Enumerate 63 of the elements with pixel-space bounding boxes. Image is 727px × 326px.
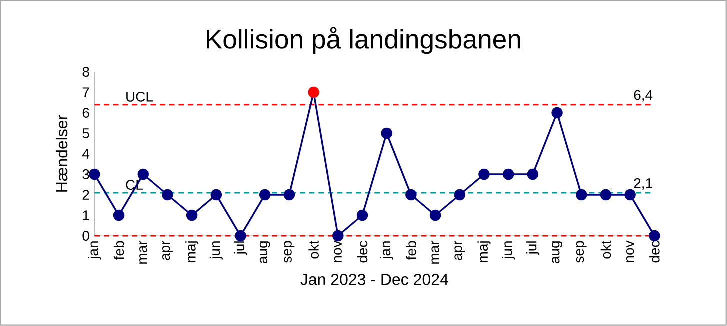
- point: [89, 168, 100, 180]
- point: [162, 189, 174, 201]
- point: [381, 128, 392, 140]
- point: [406, 189, 417, 201]
- point: [235, 230, 246, 242]
- point: [624, 189, 636, 201]
- x-tick-label: jun: [210, 242, 223, 260]
- x-tick-label: dec: [357, 241, 368, 263]
- point: [527, 168, 539, 180]
- y-tick-label: 6: [82, 108, 90, 118]
- y-tick-label: 1: [83, 210, 90, 220]
- point: [356, 210, 368, 222]
- y-tick-label: 5: [82, 128, 90, 138]
- x-tick-label: jan: [380, 242, 394, 260]
- point: [576, 189, 588, 201]
- x-tick-label: apr: [162, 240, 173, 260]
- x-tick-label: sep: [284, 241, 295, 263]
- x-axis-title: Jan 2023 - Dec 2024: [300, 274, 448, 286]
- x-tick-label: dec: [650, 241, 660, 263]
- x-tick-label: nov: [626, 240, 634, 262]
- annotation: 2,1: [634, 178, 652, 190]
- point: [210, 189, 222, 201]
- point: [138, 168, 149, 180]
- x-tick-label: sep: [576, 241, 587, 263]
- y-axis-title: Hændelser: [56, 115, 68, 192]
- x-tick-label: okt: [308, 240, 319, 259]
- x-tick-label: okt: [600, 240, 612, 259]
- x-tick-label: jan: [88, 242, 102, 260]
- chart-title: Kollision på landingsbanen: [207, 27, 520, 54]
- ref-line-label: UCL: [126, 92, 154, 102]
- annotation: 6,4: [634, 90, 653, 102]
- point: [186, 210, 198, 222]
- y-tick-label: 7: [82, 88, 90, 98]
- point: [502, 168, 514, 180]
- point: [454, 189, 466, 201]
- point: [649, 230, 660, 242]
- point: [113, 210, 125, 222]
- point: [552, 107, 563, 119]
- x-tick-label: maj: [186, 242, 199, 262]
- point: [332, 230, 344, 242]
- y-tick-label: 4: [82, 149, 90, 159]
- point: [478, 168, 490, 180]
- x-tick-label: mar: [140, 240, 148, 264]
- point: [260, 189, 271, 201]
- x-tick-label: mar: [432, 240, 440, 264]
- x-tick-label: aug: [260, 242, 270, 264]
- x-tick-label: jul: [526, 242, 540, 256]
- point: [430, 210, 442, 222]
- point: [308, 86, 320, 98]
- y-tick-label: 8: [82, 67, 90, 77]
- x-tick-label: jul: [234, 242, 248, 256]
- x-tick-label: feb: [406, 241, 416, 260]
- point: [600, 189, 612, 201]
- x-tick-label: jun: [502, 242, 516, 260]
- x-tick-label: nov: [334, 240, 342, 262]
- y-tick-label: 0: [82, 231, 90, 241]
- x-tick-label: aug: [552, 242, 562, 264]
- x-tick-label: feb: [114, 241, 124, 260]
- y-tick-label: 3: [82, 170, 90, 180]
- x-tick-label: apr: [454, 240, 466, 260]
- y-tick-label: 2: [82, 190, 90, 200]
- point: [284, 189, 296, 201]
- x-tick-label: maj: [478, 242, 491, 262]
